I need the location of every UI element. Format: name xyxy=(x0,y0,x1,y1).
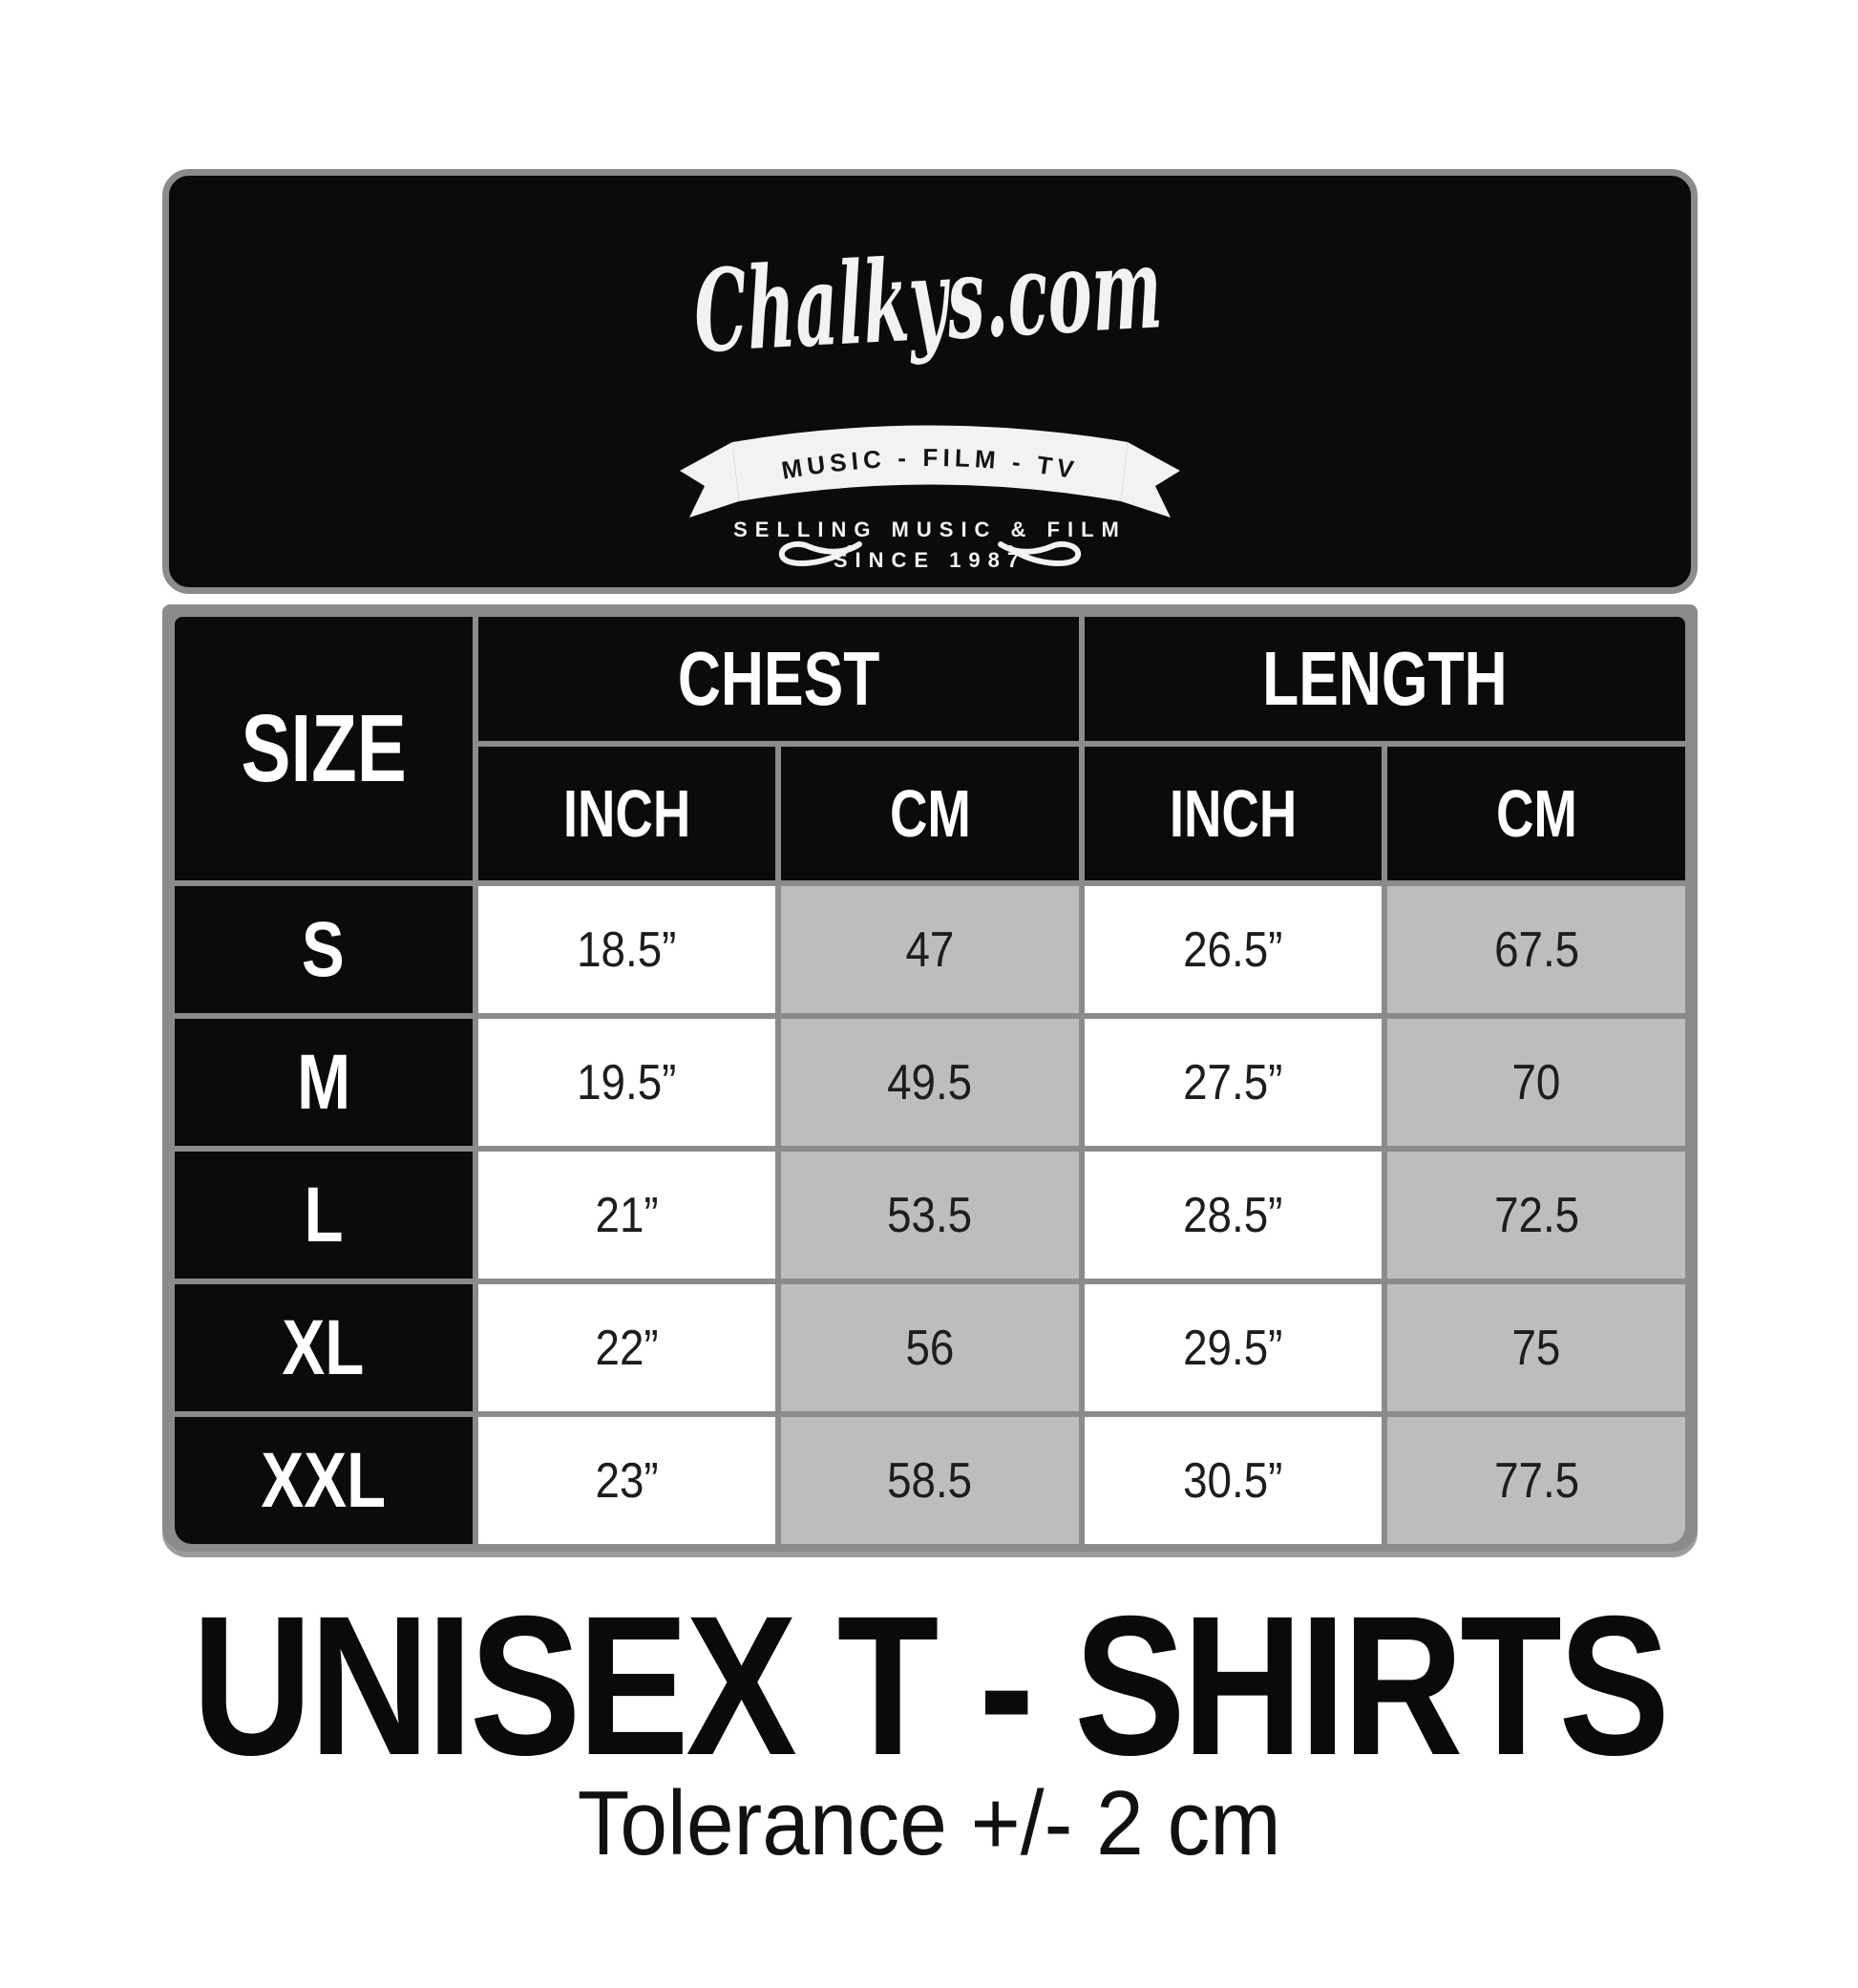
cm-header-label: CM xyxy=(889,776,971,851)
chest-inch-value: 19.5” xyxy=(577,1054,677,1110)
chest-inch-value: 21” xyxy=(595,1187,659,1243)
length-inch-value: 29.5” xyxy=(1183,1320,1283,1376)
length-cm-value: 75 xyxy=(1511,1320,1561,1376)
chest-cm-cell: 47 xyxy=(781,886,1079,1013)
chest-inch-cell: 23” xyxy=(477,1417,776,1544)
column-header-chest-cm: CM xyxy=(781,747,1079,880)
length-inch-value: 28.5” xyxy=(1183,1187,1283,1243)
size-cell: XL xyxy=(175,1284,473,1411)
length-inch-value: 30.5” xyxy=(1183,1452,1283,1509)
table-row-xl: XL 22” 56 29.5” 75 xyxy=(175,1284,1685,1411)
ribbon-banner-icon: MUSIC - FILM - TV xyxy=(680,425,1180,518)
brand-since: SINCE 1987 xyxy=(834,548,1026,572)
size-cell: M xyxy=(175,1019,473,1146)
length-inch-cell: 27.5” xyxy=(1084,1019,1383,1146)
column-header-length: LENGTH xyxy=(1084,617,1685,741)
inch-header-label: INCH xyxy=(562,776,691,851)
length-cm-cell: 70 xyxy=(1387,1019,1685,1146)
page-title-text: UNISEX T - SHIRTS xyxy=(191,1576,1670,1797)
length-cm-value: 67.5 xyxy=(1493,921,1579,978)
length-cm-cell: 77.5 xyxy=(1387,1417,1685,1544)
chest-header-label: CHEST xyxy=(677,636,879,721)
size-value: S xyxy=(302,905,346,993)
chest-cm-cell: 56 xyxy=(781,1284,1079,1411)
chest-cm-value: 49.5 xyxy=(887,1054,973,1110)
size-value: M xyxy=(296,1038,350,1126)
length-cm-value: 77.5 xyxy=(1493,1452,1579,1509)
column-header-chest-inch: INCH xyxy=(477,747,776,880)
length-inch-cell: 28.5” xyxy=(1084,1152,1383,1279)
length-cm-cell: 67.5 xyxy=(1387,886,1685,1013)
chest-inch-value: 18.5” xyxy=(577,921,677,978)
length-inch-value: 26.5” xyxy=(1183,921,1283,978)
table-row-m: M 19.5” 49.5 27.5” 70 xyxy=(175,1019,1685,1146)
cm-header-label: CM xyxy=(1495,776,1577,851)
length-cm-value: 70 xyxy=(1511,1054,1561,1110)
size-value: L xyxy=(304,1171,344,1258)
length-cm-cell: 75 xyxy=(1387,1284,1685,1411)
length-cm-cell: 72.5 xyxy=(1387,1152,1685,1279)
length-inch-cell: 30.5” xyxy=(1084,1417,1383,1544)
chest-cm-value: 58.5 xyxy=(887,1452,973,1509)
chest-inch-value: 22” xyxy=(595,1320,659,1376)
length-inch-value: 27.5” xyxy=(1183,1054,1283,1110)
flourish-right-icon xyxy=(998,540,1082,566)
length-header-label: LENGTH xyxy=(1262,636,1508,721)
length-inch-cell: 29.5” xyxy=(1084,1284,1383,1411)
chest-inch-cell: 22” xyxy=(477,1284,776,1411)
chest-cm-value: 53.5 xyxy=(887,1187,973,1243)
chest-cm-value: 56 xyxy=(905,1320,955,1376)
flourish-left-icon xyxy=(778,540,862,566)
chest-cm-cell: 49.5 xyxy=(781,1019,1079,1146)
size-cell: S xyxy=(175,886,473,1013)
size-header-label: SIZE xyxy=(241,694,407,802)
size-cell: L xyxy=(175,1152,473,1279)
column-header-length-inch: INCH xyxy=(1084,747,1383,880)
size-value: XXL xyxy=(261,1436,387,1524)
length-cm-value: 72.5 xyxy=(1493,1187,1579,1243)
table-row-xxl: XXL 23” 58.5 30.5” 77.5 xyxy=(175,1417,1685,1544)
table-row-s: S 18.5” 47 26.5” 67.5 xyxy=(175,886,1685,1013)
size-cell: XXL xyxy=(175,1417,473,1544)
size-chart-table: SIZE CHEST LENGTH INCH CM xyxy=(169,611,1691,1550)
chest-inch-value: 23” xyxy=(595,1452,659,1509)
brand-wordmark: Chalkys.com xyxy=(691,221,1166,377)
chest-cm-value: 47 xyxy=(905,921,955,978)
chest-inch-cell: 18.5” xyxy=(477,886,776,1013)
tolerance-text: Tolerance +/- 2 cm xyxy=(577,1772,1281,1874)
size-value: XL xyxy=(282,1303,365,1391)
column-header-length-cm: CM xyxy=(1387,747,1685,880)
page-title: UNISEX T - SHIRTS xyxy=(0,1587,1858,1786)
chest-inch-cell: 19.5” xyxy=(477,1019,776,1146)
chest-inch-cell: 21” xyxy=(477,1152,776,1279)
column-header-chest: CHEST xyxy=(477,617,1079,741)
length-inch-cell: 26.5” xyxy=(1084,886,1383,1013)
brand-header: Chalkys.com MUSIC - FILM - TV SELLING MU… xyxy=(162,169,1698,594)
size-chart-table-frame: SIZE CHEST LENGTH INCH CM xyxy=(162,604,1698,1552)
chest-cm-cell: 53.5 xyxy=(781,1152,1079,1279)
brand-logo: Chalkys.com MUSIC - FILM - TV SELLING MU… xyxy=(680,221,1180,572)
tolerance-note: Tolerance +/- 2 cm xyxy=(0,1778,1858,1870)
column-header-size: SIZE xyxy=(175,617,473,880)
brand-tagline: SELLING MUSIC & FILM xyxy=(733,518,1127,541)
table-row-l: L 21” 53.5 28.5” 72.5 xyxy=(175,1152,1685,1279)
chest-cm-cell: 58.5 xyxy=(781,1417,1079,1544)
inch-header-label: INCH xyxy=(1169,776,1298,851)
